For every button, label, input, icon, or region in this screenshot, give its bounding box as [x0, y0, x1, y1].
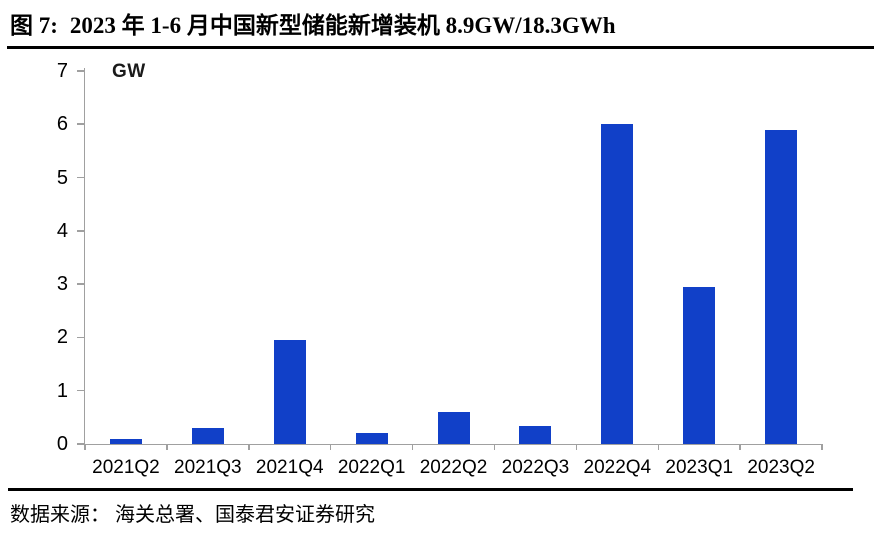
- x-axis-tick: [575, 444, 578, 450]
- y-axis-tick-label: 6: [56, 113, 68, 136]
- bar-chart: GW 0 1 2 3 4 5 6 7 2021Q2 2021Q3 2021Q4 2022Q1 2022Q…: [0, 55, 881, 485]
- bar-2022Q1: [355, 433, 388, 444]
- x-axis-category-label: 2023Q1: [665, 457, 734, 478]
- y-axis-tick: [77, 70, 85, 72]
- x-axis-category-label: 2022Q1: [337, 457, 406, 478]
- y-axis-line: [83, 67, 85, 447]
- x-axis-tick: [411, 444, 414, 450]
- source-divider-line: [8, 488, 853, 491]
- x-axis-category-label: 2021Q4: [255, 457, 324, 478]
- x-axis-tick: [493, 444, 496, 450]
- bar-2021Q3: [191, 428, 224, 444]
- x-axis-category-label: 2022Q3: [501, 457, 570, 478]
- bar-2023Q1: [683, 286, 716, 444]
- bar-2023Q2: [765, 129, 798, 444]
- y-axis-tick-label: 0: [56, 433, 68, 455]
- y-axis-tick: [77, 389, 85, 392]
- x-axis-line: [85, 443, 823, 446]
- y-axis-tick: [77, 230, 85, 232]
- x-axis-tick: [739, 444, 741, 450]
- x-axis-tick: [84, 444, 86, 450]
- y-axis-tick-label: 5: [56, 166, 68, 189]
- x-axis-category-label: 2022Q4: [583, 457, 652, 478]
- figure-title-text: 2023 年 1-6 月中国新型储能新增装机 8.9GW/18.3GWh: [69, 13, 616, 38]
- data-source-note: 数据来源： 海关总署、国泰君安证券研究: [10, 504, 375, 526]
- y-axis-tick-label: 1: [56, 379, 68, 402]
- y-axis-tick-label: 3: [56, 273, 68, 296]
- bar-2022Q2: [437, 412, 470, 444]
- x-axis-category-label: 2022Q2: [419, 457, 488, 478]
- x-axis-category-label: 2021Q2: [92, 457, 160, 478]
- bar-2022Q4: [601, 124, 634, 444]
- x-axis-category-label: 2021Q3: [174, 457, 242, 478]
- y-axis-tick: [77, 336, 85, 339]
- y-axis-tick: [77, 443, 85, 445]
- y-axis-tick-label: 7: [56, 59, 68, 82]
- x-axis-category-label: 2023Q2: [747, 457, 815, 478]
- y-axis-tick: [77, 176, 85, 179]
- bar-2021Q4: [273, 340, 306, 444]
- x-axis-tick: [821, 444, 823, 450]
- y-axis-tick: [77, 123, 85, 125]
- x-axis-tick: [657, 444, 660, 450]
- bar-2022Q3: [519, 426, 552, 444]
- y-axis-tick: [77, 283, 85, 285]
- y-axis-tick-label: 2: [56, 326, 68, 349]
- y-axis-tick-label: 4: [56, 219, 68, 242]
- figure-number-label: 图 7:: [10, 13, 58, 38]
- x-axis-tick: [248, 444, 250, 450]
- y-axis-unit-label: GW: [112, 61, 146, 82]
- figure-title: 图 7: 2023 年 1-6 月中国新型储能新增装机 8.9GW/18.3GWh: [10, 12, 870, 40]
- x-axis-tick: [329, 444, 332, 450]
- x-axis-tick: [166, 444, 168, 450]
- title-underline: [7, 46, 874, 49]
- bar-2021Q2: [109, 438, 142, 444]
